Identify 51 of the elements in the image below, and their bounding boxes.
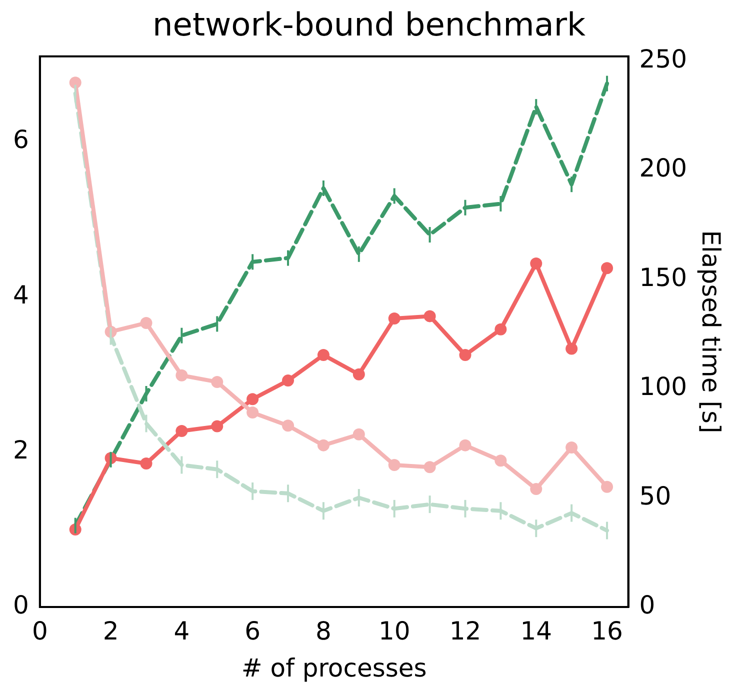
point	[140, 316, 152, 329]
point	[601, 262, 614, 274]
x-tick-label: 10	[378, 616, 410, 646]
point	[282, 374, 294, 387]
point	[317, 348, 330, 361]
x-tick-label: 0	[32, 616, 48, 646]
y2-tick-label: 0	[639, 590, 656, 620]
y-tick-label: 4	[13, 280, 29, 310]
chart-title: network-bound benchmark	[152, 6, 586, 44]
x-tick-label: 12	[449, 616, 482, 646]
y2-tick-label: 100	[639, 372, 687, 402]
x-tick-label: 8	[316, 616, 332, 646]
point	[352, 428, 365, 440]
point	[140, 458, 152, 470]
y2-axis-title: Elapsed time [s]	[696, 230, 726, 434]
point	[530, 483, 542, 496]
point	[459, 439, 472, 452]
y-tick-label: 6	[13, 125, 29, 154]
y2-tick-label: 200	[639, 154, 687, 183]
y2-tick-label: 150	[639, 262, 687, 292]
point	[494, 323, 507, 336]
y2-tick-label: 50	[639, 481, 672, 510]
point	[211, 376, 224, 388]
x-tick-label: 4	[174, 616, 190, 646]
point	[424, 310, 436, 322]
y-tick-label: 2	[13, 435, 29, 464]
x-tick-label: 14	[520, 616, 552, 646]
point	[424, 461, 436, 474]
point	[352, 368, 365, 380]
point	[176, 424, 188, 437]
point	[317, 439, 330, 452]
x-tick-label: 6	[244, 616, 261, 646]
x-axis-title: # of processes	[241, 654, 427, 682]
x-tick-label: 2	[102, 616, 119, 646]
point	[459, 348, 472, 361]
x-tick-label: 16	[591, 616, 623, 646]
point	[69, 76, 82, 89]
point	[566, 442, 578, 454]
y-tick-label: 0	[13, 590, 29, 620]
point	[530, 257, 542, 270]
point	[282, 420, 294, 432]
point	[388, 458, 400, 471]
point	[211, 420, 224, 432]
point	[246, 393, 259, 406]
point	[566, 342, 578, 355]
point	[494, 454, 507, 467]
point	[246, 406, 259, 419]
point	[601, 480, 614, 493]
point	[388, 312, 400, 325]
point	[176, 369, 188, 382]
y2-tick-label: 250	[639, 44, 687, 74]
